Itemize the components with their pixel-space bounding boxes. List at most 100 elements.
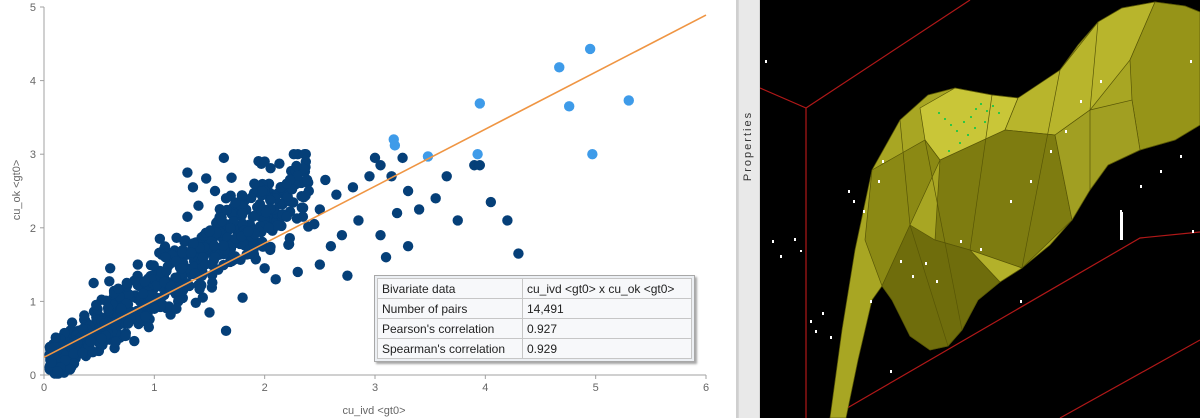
main-point: [209, 185, 221, 197]
main-cloud-point: [102, 302, 114, 314]
main-cloud-point: [288, 149, 299, 160]
sample-points: [765, 60, 1194, 373]
main-cloud-point: [248, 238, 259, 250]
main-point: [218, 152, 230, 164]
y-tick-label: 2: [30, 223, 36, 235]
main-point: [364, 171, 375, 182]
x-tick-label: 0: [41, 382, 47, 394]
stats-value: cu_ivd <gt0> x cu_ok <gt0>: [522, 278, 692, 299]
stats-key: Spearman's correlation: [377, 338, 523, 359]
properties-tab[interactable]: [738, 0, 760, 418]
main-point: [176, 263, 188, 274]
main-cloud-point: [148, 260, 159, 271]
stats-value: 14,491: [522, 298, 692, 319]
main-point: [204, 307, 215, 318]
main-point: [154, 233, 166, 245]
main-cloud-point: [244, 248, 256, 260]
main-point: [397, 152, 408, 164]
main-cloud-point: [123, 289, 134, 300]
main-point: [259, 156, 270, 167]
main-cloud-point: [257, 186, 268, 197]
main-point: [380, 252, 392, 263]
3d-viewer[interactable]: [760, 0, 1200, 418]
highlight-point: [422, 151, 434, 162]
main-cloud-point: [292, 170, 303, 181]
main-cloud-point: [104, 276, 115, 287]
y-tick-label: 1: [30, 296, 36, 308]
main-point: [193, 200, 204, 211]
main-cloud-point: [188, 238, 199, 249]
main-point: [353, 215, 364, 226]
main-point: [430, 193, 441, 204]
main-cloud-point: [221, 204, 232, 216]
main-cloud-point: [248, 210, 260, 222]
main-cloud-point: [66, 317, 78, 328]
stats-row-pairs: Number of pairs 14,491: [377, 298, 692, 319]
stats-key: Bivariate data: [377, 278, 523, 299]
main-point: [502, 215, 513, 226]
highlight-point: [563, 101, 575, 112]
main-point: [292, 266, 303, 278]
highlight-point-series: [388, 43, 634, 162]
main-cloud-point: [237, 190, 248, 201]
main-cloud-point: [229, 251, 241, 262]
tick-labels: 0 1 2 3 4 5 6 0 1 2 3 4 5: [30, 2, 709, 394]
y-tick-label: 4: [30, 76, 36, 88]
main-cloud-point: [50, 332, 61, 343]
main-point: [331, 189, 342, 200]
main-cloud-point: [85, 336, 96, 347]
main-point: [441, 171, 452, 182]
highlight-point: [554, 62, 565, 73]
highlight-point: [584, 43, 596, 55]
main-cloud-point: [274, 158, 285, 169]
stats-row-bivariate: Bivariate data cu_ivd <gt0> x cu_ok <gt0…: [377, 278, 692, 299]
main-cloud-point: [272, 220, 283, 231]
main-cloud-point: [246, 192, 257, 204]
main-cloud-point: [49, 341, 60, 353]
main-cloud-point: [257, 236, 268, 247]
main-point: [314, 259, 326, 270]
stats-row-pearson: Pearson's correlation 0.927: [377, 318, 692, 339]
properties-tab-label: Properties: [742, 110, 754, 182]
highlight-point: [474, 98, 486, 109]
main-cloud-point: [225, 222, 236, 234]
main-point: [452, 215, 463, 226]
main-cloud-point: [284, 233, 295, 244]
main-point: [259, 263, 270, 274]
main-point: [485, 196, 497, 208]
surface-mesh: [829, 1, 1200, 418]
main-cloud-point: [151, 280, 162, 291]
main-point: [375, 229, 386, 241]
main-cloud-point: [194, 283, 205, 295]
main-cloud-point: [110, 317, 122, 328]
main-cloud-point: [113, 283, 124, 294]
main-point: [143, 321, 155, 333]
main-cloud-point: [216, 215, 228, 227]
3d-scene: [760, 0, 1200, 418]
regression-line: [43, 14, 707, 359]
main-point: [121, 277, 132, 289]
main-point: [474, 160, 486, 171]
y-tick-label: 5: [30, 2, 36, 14]
main-point: [402, 185, 414, 197]
main-point: [88, 277, 99, 289]
main-point: [314, 204, 326, 215]
statistics-box: Bivariate data cu_ivd <gt0> x cu_ok <gt0…: [374, 275, 695, 362]
y-tick-label: 3: [30, 149, 36, 161]
main-point: [342, 270, 353, 281]
main-cloud-point: [137, 288, 149, 299]
x-tick-label: 4: [482, 382, 488, 394]
main-cloud-point: [180, 235, 191, 246]
main-point: [402, 241, 414, 252]
main-point: [209, 252, 221, 263]
main-cloud-point: [139, 276, 151, 287]
main-cloud-point: [120, 330, 131, 342]
splitter-handle[interactable]: [736, 0, 738, 418]
main-point: [309, 218, 320, 230]
main-point: [226, 172, 237, 183]
main-point: [182, 211, 193, 222]
main-cloud-point: [209, 240, 220, 251]
highlight-point: [389, 140, 401, 151]
main-point: [369, 152, 381, 164]
main-cloud-point: [296, 202, 307, 213]
